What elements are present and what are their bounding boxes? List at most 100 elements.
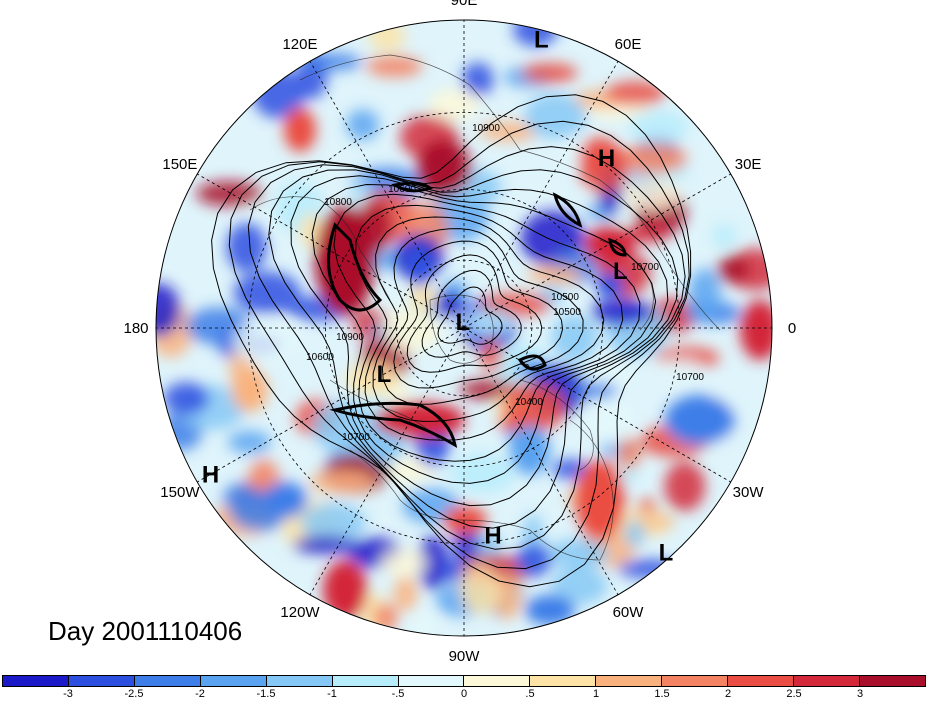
low-pressure-marker: L	[377, 361, 392, 388]
height-contour	[393, 240, 564, 389]
anomaly-feature	[284, 108, 316, 152]
colorbar-tick-label: -3	[63, 688, 73, 700]
contour-value-label: 10500	[553, 307, 581, 318]
contour-value-label: 10600	[388, 184, 416, 195]
anomaly-blob	[417, 535, 449, 590]
colorbar-swatch	[596, 676, 663, 686]
anomaly-blob	[368, 21, 406, 51]
map-title: Day 2001110406	[48, 616, 243, 646]
anomaly-blob	[515, 543, 552, 578]
anomaly-blob	[428, 88, 481, 121]
anomaly-blob	[462, 62, 494, 97]
colorbar-tick-label: -2	[195, 688, 205, 700]
anomaly-blob	[381, 549, 427, 577]
high-pressure-marker: H	[202, 461, 219, 488]
anomaly-feature	[323, 560, 367, 620]
colorbar-swatch	[266, 676, 333, 686]
height-contour	[211, 94, 692, 588]
anomaly-blob	[624, 520, 646, 547]
anomaly-blob	[302, 53, 362, 71]
anomaly-feature	[375, 402, 465, 438]
anomaly-blob	[416, 141, 462, 197]
anomaly-feature	[525, 595, 575, 625]
latitude-circle	[324, 188, 604, 468]
anomaly-blob	[527, 265, 583, 284]
contour-value-label: 10700	[342, 432, 370, 443]
anomaly-blob	[227, 430, 272, 454]
anomaly-feature	[596, 273, 624, 297]
colorbar-swatch	[728, 676, 795, 686]
longitude-label: 60W	[613, 604, 645, 621]
anomaly-blob	[578, 140, 629, 195]
longitude-label: 150W	[160, 484, 200, 501]
graticule	[156, 20, 772, 636]
anomaly-blob	[617, 437, 641, 470]
anomaly-blob	[226, 223, 267, 272]
longitude-label: 0	[788, 320, 796, 337]
height-contour	[290, 175, 669, 507]
colorbar-swatch	[398, 676, 465, 686]
height-contour	[406, 254, 543, 373]
contour-value-label: 10500	[551, 292, 579, 303]
anomaly-feature	[263, 482, 307, 518]
low-pressure-marker: L	[534, 26, 549, 53]
longitude-label: 30E	[735, 156, 762, 173]
anomaly-shading	[156, 20, 772, 636]
longitude-label: 150E	[162, 156, 197, 173]
longitude-label: 120W	[280, 604, 320, 621]
anomaly-blob	[547, 538, 609, 569]
map-boundary	[155, 19, 773, 637]
anomaly-feature	[315, 205, 375, 315]
anomaly-blob	[366, 55, 423, 78]
anomaly-blob	[551, 315, 598, 362]
pressure-centers: L H L L L H H L	[202, 26, 673, 566]
colorbar-tick-label: -2.5	[124, 688, 144, 700]
anomaly-blob	[619, 143, 687, 174]
longitude-label: 60E	[615, 36, 642, 53]
longitude-label: 90E	[451, 0, 478, 9]
contour-value-label: 10900	[472, 123, 500, 134]
contour-value-label: 10700	[631, 262, 659, 273]
anomaly-blob	[393, 575, 418, 612]
colorbar-tick-label: 2	[724, 688, 732, 700]
colorbar-swatch	[3, 676, 69, 686]
anomaly-blob	[550, 567, 608, 605]
colorbar	[2, 675, 926, 687]
anomaly-blob	[300, 503, 366, 543]
anomaly-blob	[688, 268, 722, 323]
low-pressure-marker: L	[659, 539, 674, 566]
colorbar-tick-label: -1.5	[256, 688, 276, 700]
colorbar-swatch	[68, 676, 135, 686]
longitude-labels: 90E 60E 30E 0 30W 60W 90W 120W 150W 180 150E 120E	[123, 0, 796, 665]
latitude-circle	[395, 259, 533, 397]
colorbar-swatch	[200, 676, 267, 686]
anomaly-blob	[408, 609, 438, 636]
colorbar-tick-label: -1	[327, 688, 337, 700]
contour-value-label: 10900	[336, 332, 364, 343]
high-pressure-marker: H	[598, 145, 615, 172]
anomaly-blob	[620, 179, 681, 210]
height-contour	[228, 120, 690, 570]
longitude-label: 180	[123, 320, 148, 337]
colorbar-tick-labels: -3 -2.5 -2 -1.5 -1 -.5 0 .5 1 1.5 2 2.5 3	[2, 688, 926, 702]
anomaly-blob	[449, 453, 516, 494]
anomaly-blob	[196, 181, 263, 207]
height-contour	[355, 204, 624, 441]
longitude-label: 90W	[449, 648, 481, 665]
anomaly-blob	[163, 382, 210, 415]
low-pressure-marker: L	[456, 309, 471, 336]
colorbar-swatch	[332, 676, 399, 686]
anomaly-blob	[156, 283, 181, 337]
height-contour	[247, 146, 686, 550]
height-contours	[211, 94, 692, 588]
anomaly-blob	[712, 223, 737, 249]
height-contour	[311, 183, 657, 484]
anomaly-blob	[293, 535, 359, 554]
anomaly-feature	[510, 425, 550, 475]
height-contour	[333, 193, 641, 462]
colorbar-swatch	[662, 676, 729, 686]
contour-value-label: 10400	[515, 397, 543, 408]
latitude-circle	[247, 111, 681, 545]
anomaly-blob	[443, 557, 465, 583]
anomaly-blob	[524, 93, 587, 140]
